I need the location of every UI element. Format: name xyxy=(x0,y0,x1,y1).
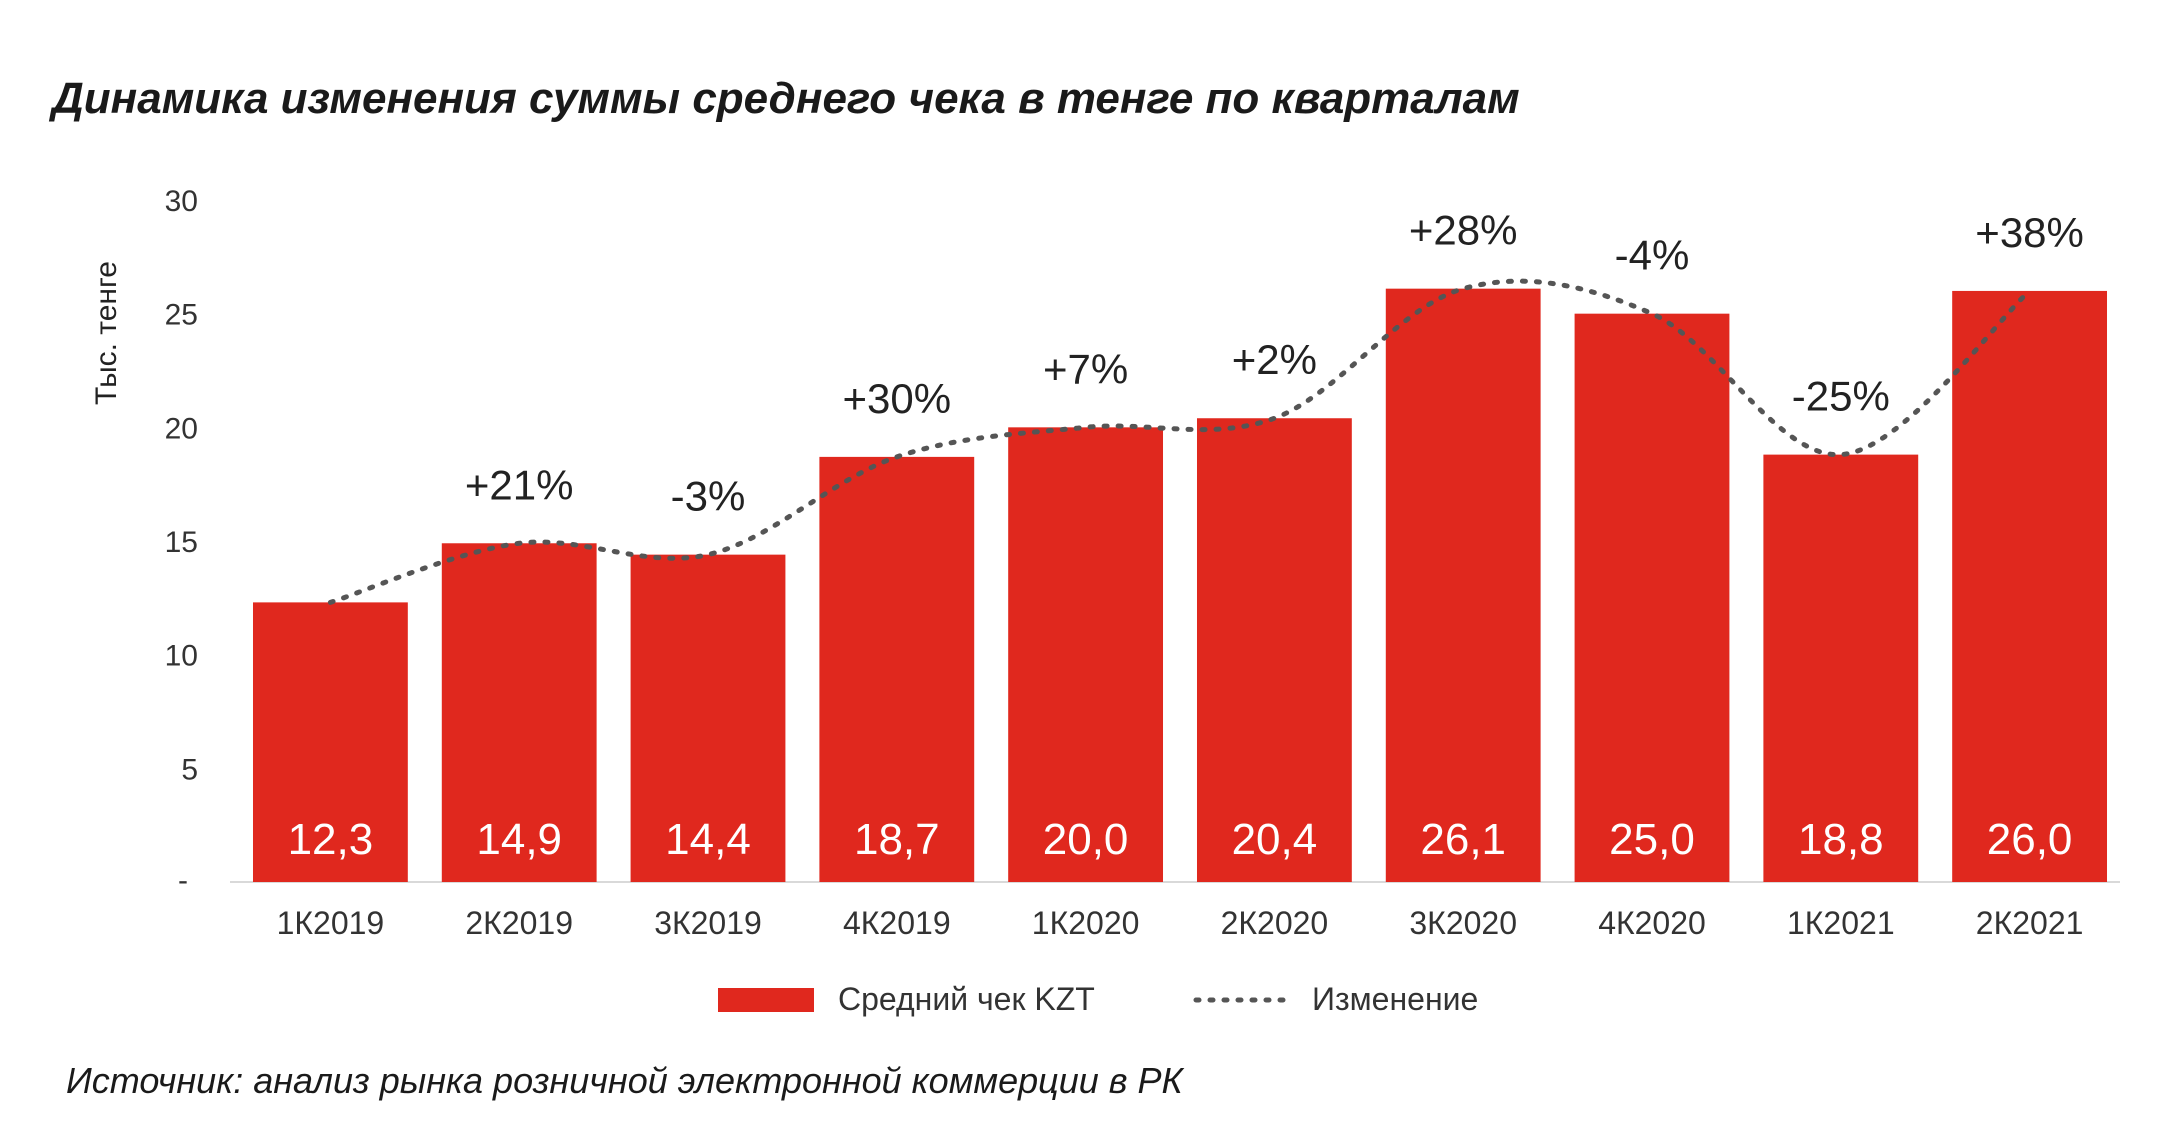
y-axis-ticks: 30 25 20 15 10 5 - xyxy=(165,185,198,897)
bar-value-label: 14,4 xyxy=(665,815,751,864)
change-label: +2% xyxy=(1232,336,1317,383)
y-tick-label: 25 xyxy=(165,299,198,332)
x-tick-label: 1К2019 xyxy=(277,905,385,941)
x-tick-label: 2К2019 xyxy=(465,905,573,941)
y-tick-label: 20 xyxy=(165,412,198,445)
bar xyxy=(1196,418,1352,882)
change-label: -25% xyxy=(1792,373,1890,420)
bar-value-label: 18,8 xyxy=(1798,815,1884,864)
y-tick-label: - xyxy=(178,864,188,897)
bar xyxy=(1952,290,2108,882)
x-tick-label: 2К2020 xyxy=(1221,905,1329,941)
y-tick-label: 5 xyxy=(181,753,198,786)
legend: Средний чек KZT Изменение xyxy=(718,981,1478,1017)
bar-value-label: 26,1 xyxy=(1420,815,1506,864)
change-label: +21% xyxy=(465,461,574,508)
bar-value-label: 18,7 xyxy=(854,815,940,864)
bar-value-label: 20,4 xyxy=(1232,815,1318,864)
bar xyxy=(819,456,975,882)
bar xyxy=(1008,427,1164,882)
change-label: +30% xyxy=(843,375,952,422)
change-label: +7% xyxy=(1043,345,1128,392)
x-tick-label: 4К2020 xyxy=(1598,905,1706,941)
x-tick-label: 3К2019 xyxy=(654,905,762,941)
bar xyxy=(1574,313,1730,883)
change-labels: +21% -3% +30% +7% +2% +28% -4% -25% +38% xyxy=(465,207,2084,520)
y-axis-title: Тыс. тенге xyxy=(90,261,123,405)
change-label: +38% xyxy=(1975,209,2084,256)
y-tick-label: 30 xyxy=(165,185,198,218)
bar-value-label: 20,0 xyxy=(1043,815,1129,864)
legend-bar-swatch xyxy=(718,988,814,1012)
x-tick-label: 2К2021 xyxy=(1976,905,2084,941)
bar xyxy=(1763,454,1919,882)
bar-value-label: 12,3 xyxy=(288,815,374,864)
bar-value-label: 25,0 xyxy=(1609,815,1695,864)
x-axis-labels: 1К2019 2К2019 3К2019 4К2019 1К2020 2К2020 3К20… xyxy=(277,905,2084,941)
bar xyxy=(441,543,597,882)
y-tick-label: 10 xyxy=(165,640,198,673)
x-tick-label: 1К2021 xyxy=(1787,905,1895,941)
change-line xyxy=(327,278,2033,605)
bar-value-labels: 12,3 14,9 14,4 18,7 20,0 20,4 26,1 25,0 18,8 26,0 xyxy=(288,815,2073,864)
chart-title: Динамика изменения суммы среднего чека в… xyxy=(52,74,1520,123)
bar xyxy=(252,602,408,882)
chart-source: Источник: анализ рынка розничной электро… xyxy=(66,1060,1183,1101)
change-label: +28% xyxy=(1409,207,1518,254)
x-tick-label: 1К2020 xyxy=(1032,905,1140,941)
bar-value-label: 26,0 xyxy=(1987,815,2073,864)
x-tick-label: 4К2019 xyxy=(843,905,951,941)
x-tick-label: 3К2020 xyxy=(1409,905,1517,941)
bar xyxy=(1385,288,1541,882)
bar-series xyxy=(252,288,2108,883)
change-label: -4% xyxy=(1615,232,1690,279)
y-tick-label: 15 xyxy=(165,526,198,559)
legend-bar-label: Средний чек KZT xyxy=(838,981,1095,1017)
change-label: -3% xyxy=(671,473,746,520)
bar-value-label: 14,9 xyxy=(476,815,562,864)
legend-line-label: Изменение xyxy=(1312,981,1478,1017)
bar xyxy=(630,554,786,882)
